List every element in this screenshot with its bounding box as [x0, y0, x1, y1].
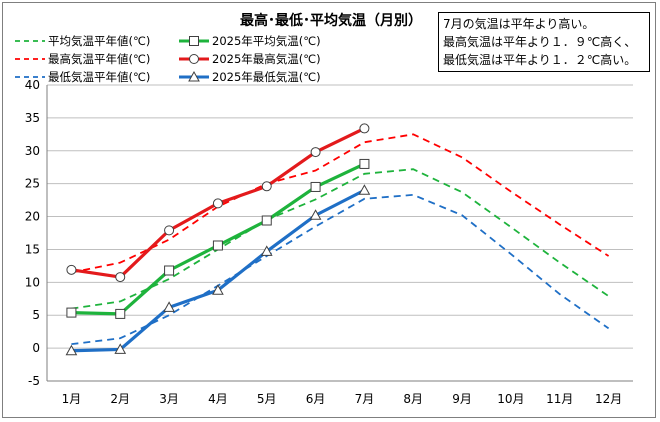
summary-note: 7月の気温は平年より高い。 最高気温は平年より１．９℃高く、 最低気温は平年より…: [438, 12, 650, 72]
y-tick-label: 30: [25, 144, 40, 158]
x-tick-label: 8月: [403, 392, 423, 406]
y-tick-label: 20: [25, 210, 40, 224]
note-line-3: 最低気温は平年より１．２℃高い。: [443, 53, 637, 67]
series-1-point: [212, 240, 223, 251]
series-5-point: [163, 301, 175, 312]
legend-marker-1: [189, 36, 199, 46]
series-3-point: [261, 181, 272, 192]
series-line-2: [71, 133, 610, 274]
series-3-point: [212, 198, 223, 209]
y-tick-label: -5: [28, 374, 40, 388]
axes: -5 0 5 10 15 20 25 30 35 40 1月 2月 3月 4月 5月 6月 7月 8月 9月 10月 1…: [25, 78, 633, 406]
series-1-point: [310, 181, 321, 192]
x-tick-label: 9月: [452, 392, 472, 406]
series-line-4: [71, 193, 610, 346]
series-1-point: [164, 265, 175, 276]
series-line-0: [71, 168, 610, 310]
y-tick-label: 40: [25, 78, 40, 92]
x-tick-label: 5月: [257, 392, 277, 406]
series-5-point: [65, 344, 78, 356]
legend-label-1: 2025年平均気温(℃): [212, 34, 321, 48]
x-tick-label: 3月: [159, 392, 179, 406]
series-5-point: [358, 184, 371, 195]
x-tick-label: 1月: [62, 392, 82, 406]
x-tick-label: 7月: [355, 392, 375, 406]
legend-label-2: 最高気温平年値(℃): [48, 52, 150, 66]
series-3-point: [66, 264, 77, 275]
series-3-point: [164, 225, 175, 236]
legend-label-4: 最低気温平年値(℃): [48, 70, 150, 84]
y-tick-label: 15: [25, 242, 40, 256]
series-5-point: [309, 209, 322, 220]
legend: 平均気温平年値(℃) 2025年平均気温(℃) 最高気温平年値(℃) 2025年最高気…: [15, 34, 321, 84]
x-tick-label: 10月: [497, 392, 524, 406]
y-tick-label: 10: [25, 275, 40, 289]
x-tick-label: 11月: [546, 392, 573, 406]
series-5-point: [114, 343, 127, 354]
series-3-point: [310, 147, 321, 158]
x-tick-label: 4月: [208, 392, 228, 406]
series-5-point: [212, 284, 224, 295]
legend-marker-3: [189, 54, 199, 64]
series-1-point: [359, 158, 370, 169]
series-1-point: [115, 308, 126, 319]
chart-title: 最高･最低･平均気温（月別）: [240, 12, 422, 29]
chart-svg: 最高･最低･平均気温（月別） -5 0 5 10 15 20 25 30 35 40 1月 2月 3月 4…: [15, 12, 633, 406]
x-tick-label: 2月: [110, 392, 130, 406]
y-tick-label: 5: [32, 308, 40, 322]
note-line-1: 7月の気温は平年より高い。: [443, 17, 595, 31]
legend-label-5: 2025年最低気温(℃): [212, 70, 321, 84]
series-1-point: [261, 215, 272, 226]
note-line-2: 最高気温は平年より１．９℃高く、: [443, 35, 637, 49]
y-tick-label: 0: [32, 341, 40, 355]
series-1-point: [66, 307, 77, 318]
x-tick-label: 6月: [306, 392, 326, 406]
series-3-point: [115, 272, 126, 283]
x-tick-label: 12月: [595, 392, 622, 406]
legend-marker-5: [188, 70, 200, 82]
plot-area: [47, 85, 633, 381]
y-tick-label: 35: [25, 111, 40, 125]
y-tick-label: 25: [25, 177, 40, 191]
chart-frame: 最高･最低･平均気温（月別） -5 0 5 10 15 20 25 30 35 40 1月 2月 3月 4…: [2, 2, 656, 418]
legend-label-0: 平均気温平年値(℃): [48, 34, 150, 48]
legend-label-3: 2025年最高気温(℃): [212, 52, 321, 66]
series-3-point: [359, 123, 370, 134]
series-5-point: [260, 245, 273, 256]
series-markers: [65, 123, 371, 356]
